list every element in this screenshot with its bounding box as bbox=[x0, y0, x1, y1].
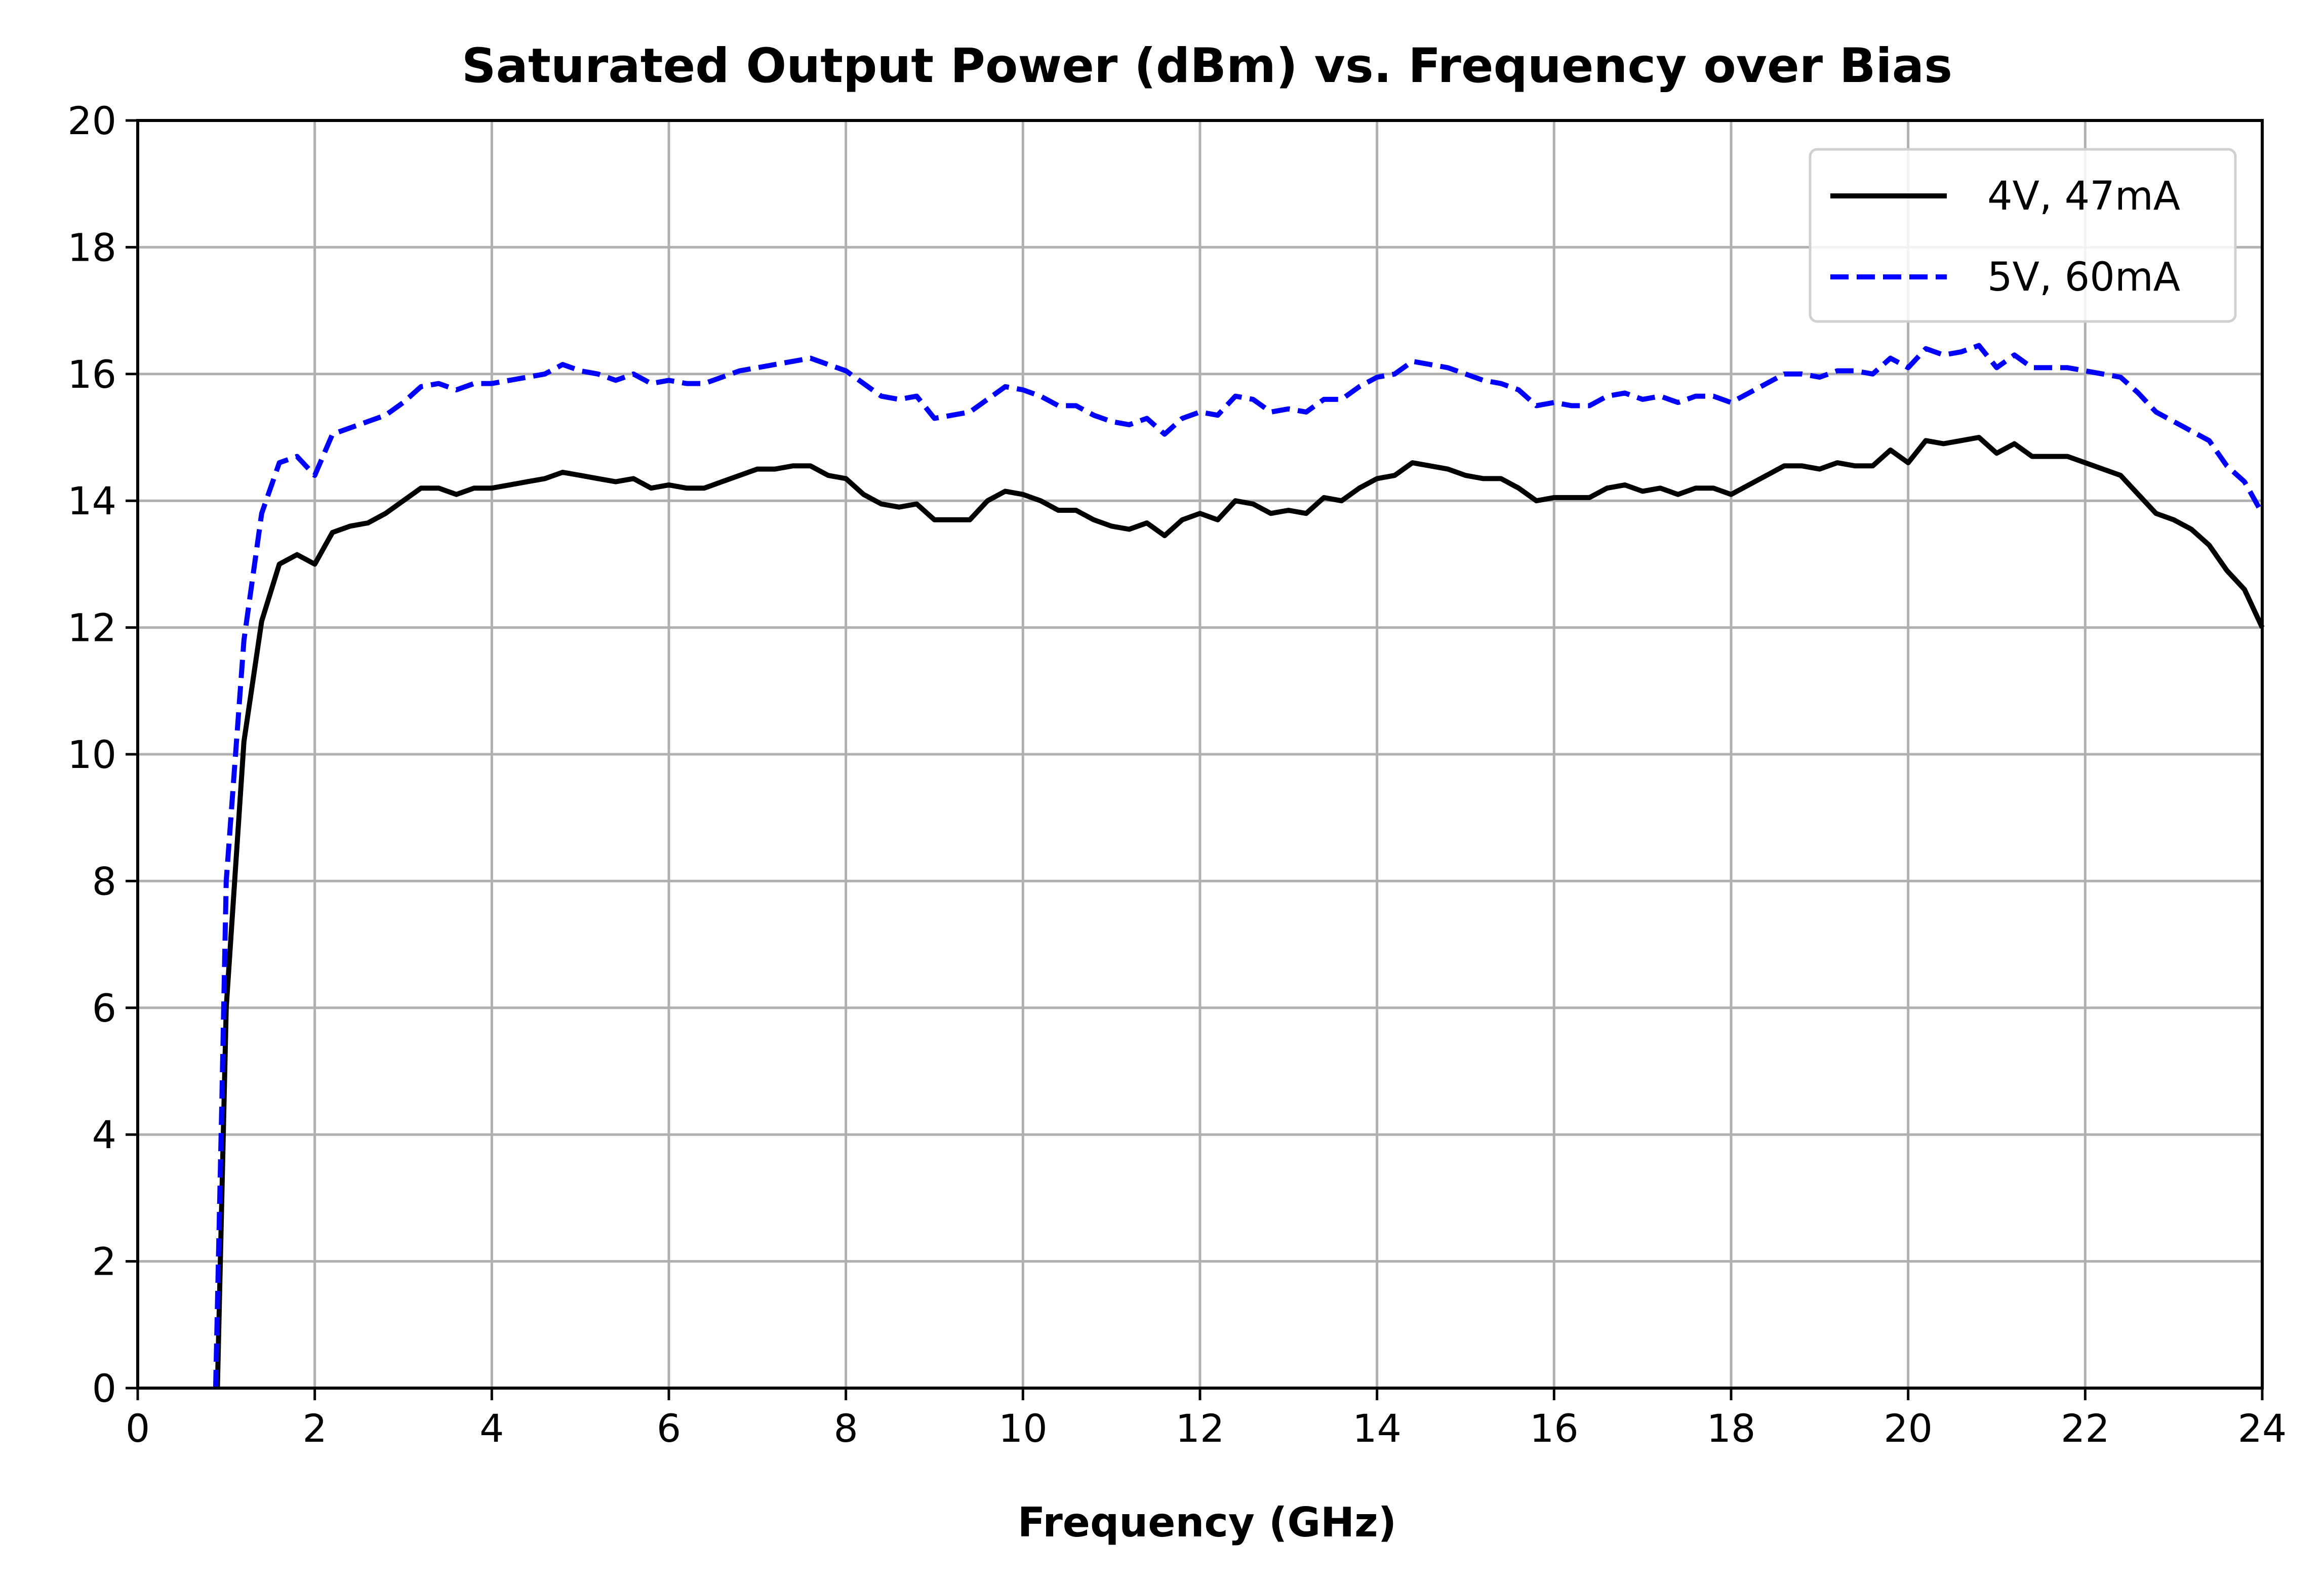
y-tick-label: 16 bbox=[67, 352, 116, 397]
x-tick-label: 8 bbox=[833, 1406, 858, 1451]
x-tick-label: 24 bbox=[2238, 1406, 2287, 1451]
x-axis-label: Frequency (GHz) bbox=[1018, 1499, 1396, 1546]
y-tick-label: 10 bbox=[67, 732, 116, 777]
y-tick-label: 12 bbox=[67, 605, 116, 651]
series-line-2 bbox=[213, 343, 2265, 1389]
x-tick-label: 6 bbox=[657, 1406, 681, 1451]
y-tick-label: 0 bbox=[92, 1366, 116, 1411]
x-axis-ticks: 0 2 4 6 8 10 12 14 16 18 20 22 24 bbox=[126, 1388, 2287, 1451]
series-lines bbox=[213, 343, 2265, 1389]
x-tick-label: 22 bbox=[2061, 1406, 2110, 1451]
legend-label-2: 5V, 60mA bbox=[1987, 255, 2180, 300]
y-tick-label: 18 bbox=[67, 225, 116, 270]
y-tick-label: 14 bbox=[67, 478, 116, 523]
y-axis-ticks: 0 2 4 6 8 10 12 14 16 18 20 bbox=[67, 98, 138, 1411]
x-tick-label: 12 bbox=[1176, 1406, 1225, 1451]
x-tick-label: 10 bbox=[998, 1406, 1048, 1451]
x-tick-label: 16 bbox=[1530, 1406, 1579, 1451]
legend-label-1: 4V, 47mA bbox=[1987, 174, 2180, 219]
x-tick-label: 0 bbox=[126, 1406, 150, 1451]
y-tick-label: 6 bbox=[92, 986, 116, 1031]
chart-title: Saturated Output Power (dBm) vs. Frequen… bbox=[462, 38, 1952, 94]
x-tick-label: 4 bbox=[479, 1406, 504, 1451]
x-tick-label: 14 bbox=[1352, 1406, 1401, 1451]
x-tick-label: 2 bbox=[302, 1406, 327, 1451]
series-line-1 bbox=[215, 435, 2265, 1389]
grid bbox=[136, 119, 2264, 1390]
y-tick-label: 20 bbox=[67, 98, 116, 143]
y-tick-label: 2 bbox=[92, 1239, 116, 1284]
legend: 4V, 47mA 5V, 60mA bbox=[1809, 148, 2237, 323]
x-tick-label: 20 bbox=[1884, 1406, 1933, 1451]
x-tick-label: 18 bbox=[1707, 1406, 1756, 1451]
y-tick-label: 4 bbox=[92, 1112, 116, 1157]
y-tick-label: 8 bbox=[92, 859, 116, 904]
